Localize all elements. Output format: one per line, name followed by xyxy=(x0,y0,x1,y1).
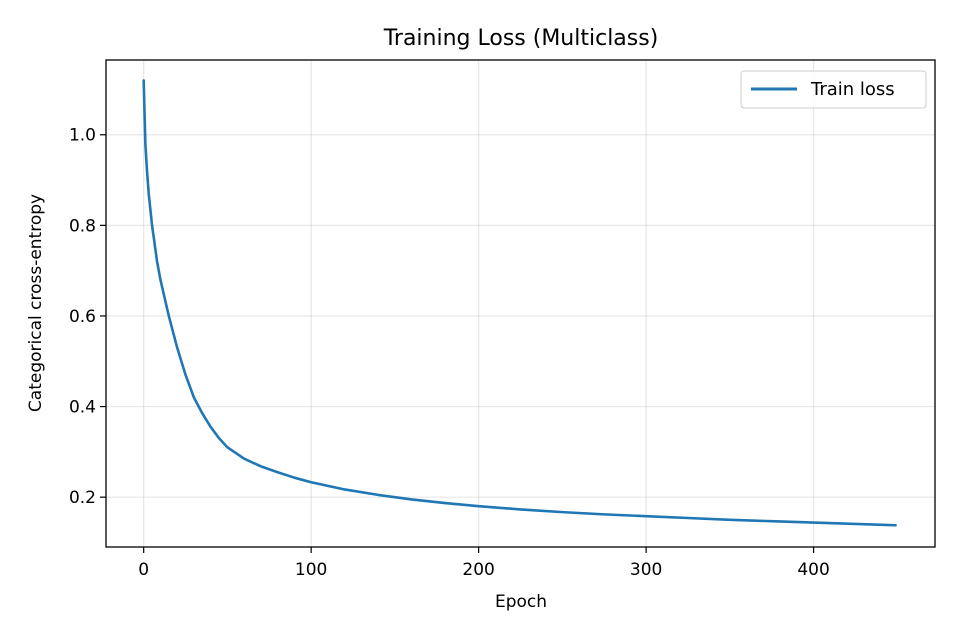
legend-label: Train loss xyxy=(810,79,895,100)
x-axis: 0 100 200 300 400 xyxy=(138,547,830,580)
x-tick-label: 400 xyxy=(797,560,829,580)
x-axis-label: Epoch xyxy=(495,592,547,612)
y-tick-label: 0.2 xyxy=(69,488,96,508)
y-tick-label: 0.4 xyxy=(69,398,96,418)
y-axis-label: Categorical cross-entropy xyxy=(26,194,46,412)
plot-frame xyxy=(105,59,936,548)
series-layer xyxy=(142,79,897,527)
legend-box xyxy=(740,70,927,109)
chart-title: Training Loss (Multiclass) xyxy=(383,26,659,51)
y-tick-label: 1.0 xyxy=(69,126,96,146)
x-tick-label: 100 xyxy=(295,560,327,580)
legend: Train loss xyxy=(740,70,927,109)
y-tick-label: 0.6 xyxy=(69,307,96,327)
x-tick-label: 200 xyxy=(462,560,494,580)
train-loss-line xyxy=(142,79,897,527)
x-tick-label: 300 xyxy=(630,560,662,580)
grid xyxy=(106,60,935,547)
y-tick-label: 0.8 xyxy=(69,216,96,236)
y-axis: 0.2 0.4 0.6 0.8 1.0 xyxy=(69,126,106,508)
x-tick-label: 0 xyxy=(138,560,149,580)
